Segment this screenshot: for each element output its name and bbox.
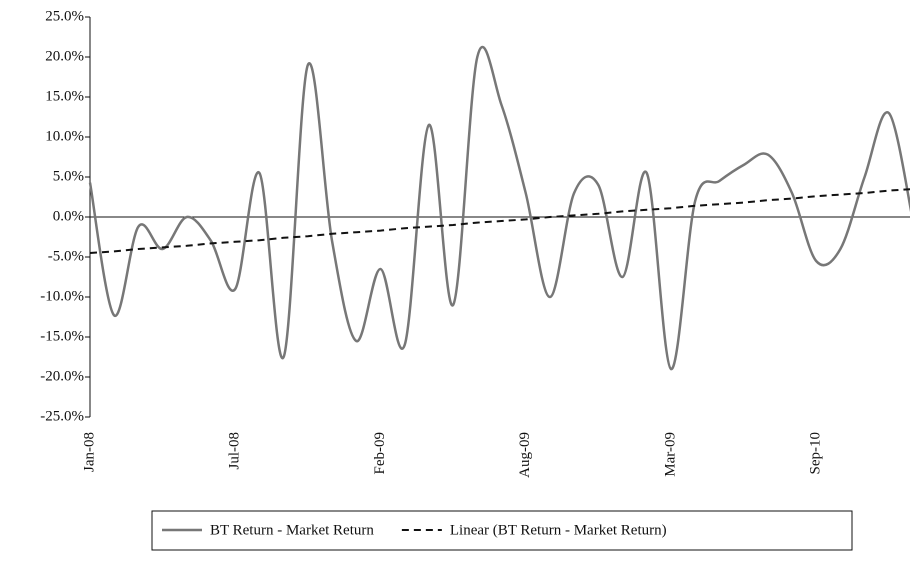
y-tick-label: 0.0%	[53, 208, 84, 224]
x-tick-label: Sep-10	[808, 432, 824, 475]
y-tick-label: -25.0%	[40, 408, 84, 424]
y-tick-label: 5.0%	[53, 168, 84, 184]
y-tick-label: 20.0%	[45, 48, 84, 64]
x-tick-label: Jul-08	[227, 432, 243, 470]
legend-label: Linear (BT Return - Market Return)	[450, 522, 667, 538]
x-tick-label: Jan-08	[81, 432, 97, 472]
x-tick-label: Aug-09	[517, 432, 533, 478]
y-tick-label: -20.0%	[40, 368, 84, 384]
y-tick-label: 25.0%	[45, 8, 84, 24]
y-tick-label: 15.0%	[45, 88, 84, 104]
series-line	[88, 45, 910, 371]
y-tick-label: -15.0%	[40, 328, 84, 344]
x-tick-label: Mar-09	[662, 432, 678, 477]
legend-box	[151, 510, 853, 551]
y-tick-label: -10.0%	[40, 288, 84, 304]
y-tick-label: -5.0%	[48, 248, 84, 264]
x-tick-label: Feb-09	[372, 432, 388, 475]
legend-label: BT Return - Market Return	[210, 522, 374, 538]
y-tick-label: 10.0%	[45, 128, 84, 144]
series-line	[89, 188, 910, 254]
